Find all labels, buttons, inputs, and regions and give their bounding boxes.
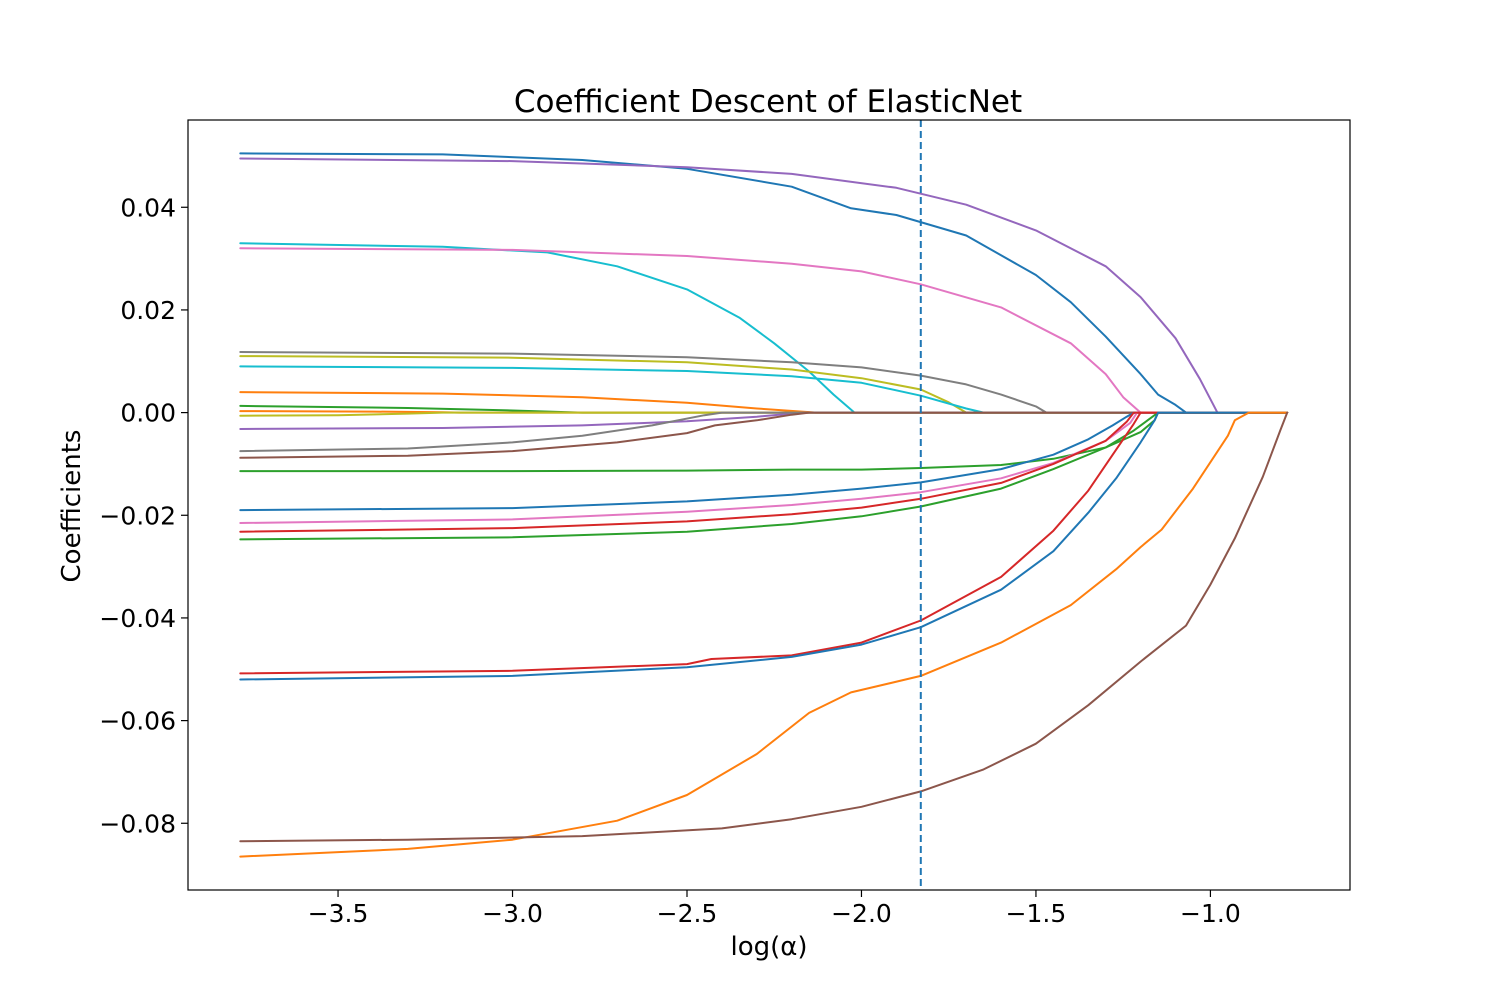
y-tick-label: −0.06 — [99, 707, 176, 736]
series-line-13 — [239, 411, 1289, 453]
y-tick-label: −0.08 — [99, 809, 176, 838]
series-line-6 — [239, 355, 1289, 414]
series-line-20 — [239, 411, 1289, 675]
series-line-7 — [239, 365, 1289, 414]
y-axis-label: Coefficients — [57, 430, 87, 583]
series-line-16 — [239, 411, 1289, 512]
x-axis-label: log(α) — [730, 932, 807, 962]
plot-frame — [187, 119, 1351, 891]
series-line-23 — [239, 411, 1289, 843]
y-tick-label: −0.04 — [99, 604, 176, 633]
series-line-1 — [239, 152, 1289, 414]
y-axis: 0.04 0.02 0.00 −0.02 −0.04 −0.06 −0.08 — [99, 193, 188, 838]
series-line-19 — [239, 411, 1289, 541]
series-line-14 — [239, 411, 1289, 459]
series-layer — [239, 152, 1289, 858]
y-tick-label: 0.04 — [120, 193, 176, 222]
y-tick-label: 0.02 — [120, 296, 176, 325]
series-line-18 — [239, 411, 1289, 533]
x-tick-label: −1.5 — [1006, 899, 1067, 928]
x-tick-label: −3.5 — [308, 899, 369, 928]
y-tick-label: −0.02 — [99, 501, 176, 530]
x-tick-label: −3.0 — [482, 899, 543, 928]
series-line-3 — [239, 242, 1289, 414]
series-line-17 — [239, 411, 1289, 524]
x-tick-label: −2.5 — [657, 899, 718, 928]
chart-title: Coefficient Descent of ElasticNet — [514, 84, 1022, 120]
series-line-2 — [239, 157, 1289, 414]
plot-area — [239, 120, 1289, 890]
series-line-4 — [239, 247, 1289, 414]
series-line-21 — [239, 411, 1289, 681]
x-axis: −3.5 −3.0 −2.5 −2.0 −1.5 −1.0 — [308, 890, 1241, 928]
y-tick-label: 0.00 — [120, 399, 176, 428]
x-tick-label: −1.0 — [1180, 899, 1241, 928]
x-tick-label: −2.0 — [831, 899, 892, 928]
series-line-22 — [239, 411, 1289, 858]
